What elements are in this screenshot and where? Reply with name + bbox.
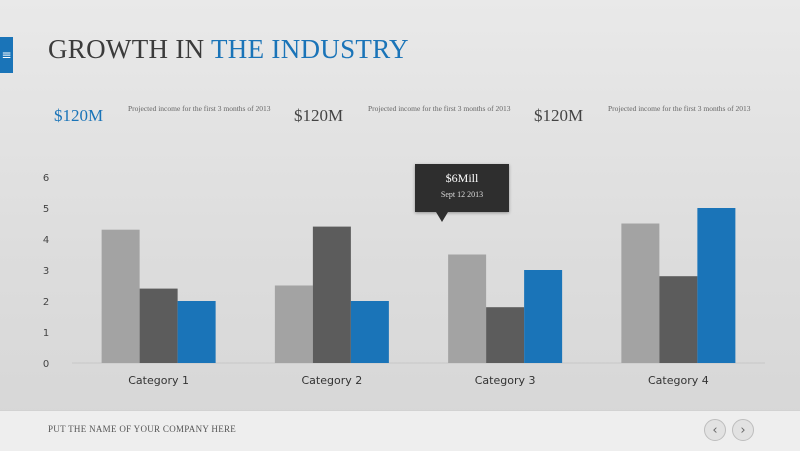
stat-description: Projected income for the first 3 months … — [368, 104, 511, 113]
stat-value: $120M — [54, 106, 104, 125]
chevron-left-icon: ‹ — [712, 422, 718, 438]
bar — [139, 288, 178, 363]
tooltip-pointer — [436, 212, 448, 222]
stat-description: Projected income for the first 3 months … — [608, 104, 751, 113]
y-tick-label: 5 — [43, 204, 49, 215]
bar — [486, 307, 525, 363]
title-prefix: GROWTH IN — [48, 34, 211, 64]
data-tooltip: $6Mill Sept 12 2013 — [415, 164, 509, 222]
bar — [350, 301, 389, 363]
category-label: Category 2 — [302, 374, 363, 387]
y-tick-label: 1 — [43, 328, 49, 339]
previous-slide-button[interactable]: ‹ — [704, 419, 726, 441]
y-tick-label: 0 — [43, 359, 49, 370]
tooltip-date: Sept 12 2013 — [440, 190, 484, 199]
category-label: Category 4 — [648, 374, 709, 387]
stat-value: $120M — [534, 106, 584, 125]
category-label: Category 1 — [128, 374, 189, 387]
menu-tab[interactable]: ≡ — [0, 37, 13, 73]
bar — [101, 229, 140, 363]
bar — [621, 223, 660, 363]
y-tick-label: 2 — [43, 297, 49, 308]
page-title: GROWTH IN THE INDUSTRY — [48, 34, 409, 65]
bar — [274, 285, 313, 363]
next-slide-button[interactable]: › — [732, 419, 754, 441]
company-name: PUT THE NAME OF YOUR COMPANY HERE — [48, 424, 237, 434]
bar — [659, 276, 698, 363]
y-tick-label: 4 — [43, 235, 49, 246]
category-label: Category 3 — [475, 374, 536, 387]
tooltip-value: $6Mill — [445, 171, 479, 185]
bar-chart: 0 1 2 3 4 5 6 Category 1 Category 2 Category 3 Cat… — [43, 173, 765, 387]
title-highlight: THE INDUSTRY — [210, 34, 409, 64]
stat-value: $120M — [294, 106, 344, 125]
footer-bar: PUT THE NAME OF YOUR COMPANY HERE ‹ › — [0, 410, 800, 451]
bar — [312, 226, 351, 363]
bar — [448, 254, 487, 363]
y-tick-label: 6 — [43, 173, 49, 184]
bar — [524, 270, 563, 363]
hamburger-icon: ≡ — [1, 48, 12, 62]
chevron-right-icon: › — [740, 422, 746, 438]
bar — [697, 208, 736, 363]
y-tick-label: 3 — [43, 266, 49, 277]
bar — [177, 301, 216, 363]
stat-description: Projected income for the first 3 months … — [128, 104, 271, 113]
